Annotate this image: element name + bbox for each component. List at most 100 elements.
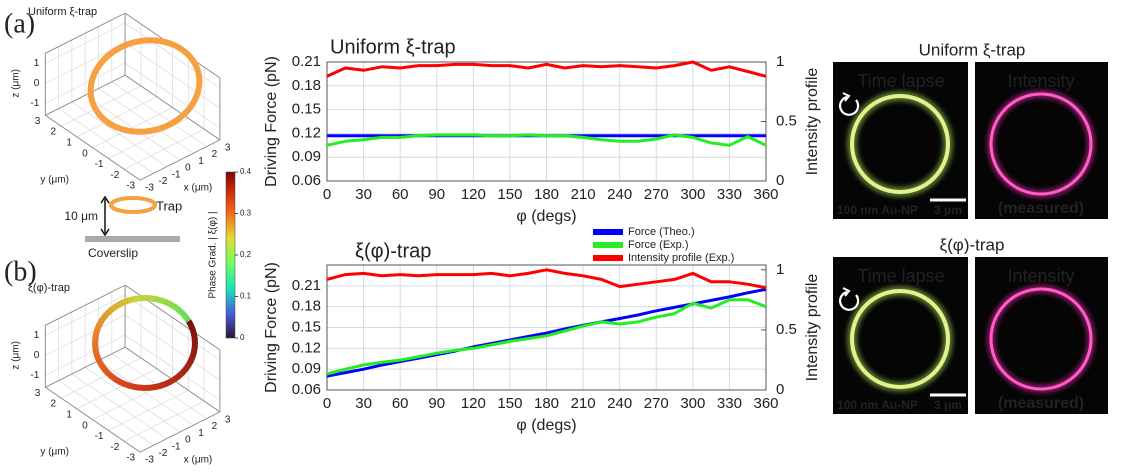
x-tick-label: 60 bbox=[392, 186, 409, 203]
arrow-heads bbox=[100, 195, 110, 237]
y-tick-label: 0.09 bbox=[292, 148, 321, 165]
grid-line bbox=[124, 400, 205, 442]
ring-segment bbox=[154, 296, 162, 304]
y-tick-label: 2 bbox=[51, 399, 57, 410]
x-tick-label: 0 bbox=[185, 435, 191, 446]
x-tick-label: 150 bbox=[497, 395, 522, 412]
x-tick-label: 360 bbox=[753, 186, 778, 203]
y-tick-label: -1 bbox=[95, 431, 104, 442]
x-tick-label: 90 bbox=[428, 395, 445, 412]
grid-line bbox=[45, 334, 126, 376]
ring-segment bbox=[187, 355, 196, 364]
ring-segment bbox=[114, 301, 123, 310]
box-edge bbox=[45, 386, 141, 453]
y-tick-label: -3 bbox=[126, 453, 135, 464]
y-axis-label: y (μm) bbox=[40, 446, 69, 457]
y-tick-label: 0 bbox=[82, 148, 88, 159]
box-edge bbox=[124, 74, 221, 141]
ring-segment bbox=[92, 346, 100, 353]
y-tick-label: -1 bbox=[95, 159, 104, 170]
y-axis-label: Driving Force (pN) bbox=[263, 262, 280, 393]
y2-tick-label: 0 bbox=[776, 381, 784, 398]
ring-segment bbox=[93, 350, 101, 358]
ring-segment bbox=[92, 332, 100, 339]
ring-segment bbox=[118, 298, 127, 307]
box-edge bbox=[45, 346, 126, 388]
series-line bbox=[326, 60, 767, 78]
z-axis-label: z (μm) bbox=[11, 341, 22, 370]
grid-line bbox=[76, 368, 157, 410]
plot-title: ξ(φ)-trap bbox=[28, 282, 70, 294]
ring-segment bbox=[153, 382, 162, 391]
x-tick-label: -3 bbox=[145, 455, 154, 466]
intensity-ring bbox=[989, 287, 1093, 391]
scale-label: 3 μm bbox=[934, 398, 962, 412]
z-tick-label: -1 bbox=[30, 370, 39, 381]
x-tick-label: 210 bbox=[571, 395, 596, 412]
y-tick-label: 1 bbox=[66, 138, 72, 149]
image-title: ξ(φ)-trap bbox=[940, 235, 1005, 254]
ring-segment bbox=[189, 328, 197, 336]
x-tick-label: 120 bbox=[461, 186, 486, 203]
rotation-icon bbox=[838, 95, 860, 116]
ring-segment bbox=[105, 306, 115, 316]
x-tick-label: -3 bbox=[145, 183, 154, 194]
particle-label: 100 nm Au-NP bbox=[837, 203, 918, 217]
y2-tick-label: 0.5 bbox=[776, 112, 797, 129]
ring-segment bbox=[190, 333, 198, 340]
x-tick-label: 1 bbox=[198, 428, 204, 439]
ring-segment bbox=[96, 318, 105, 327]
colorbar-tick-label: 0.2 bbox=[240, 250, 252, 259]
ring-segment bbox=[167, 376, 176, 385]
series-line bbox=[326, 133, 767, 147]
grid-line bbox=[124, 128, 205, 170]
x-tick-label: 240 bbox=[607, 186, 632, 203]
ring-segment bbox=[99, 314, 108, 323]
y-tick-label: 3 bbox=[35, 116, 41, 127]
panel-label: (a) bbox=[4, 8, 35, 39]
x-tick-label: 1 bbox=[198, 156, 204, 167]
note-label: (measured) bbox=[998, 395, 1084, 412]
box-edge bbox=[45, 74, 126, 116]
ring-segment bbox=[172, 374, 181, 383]
x-tick-label: 360 bbox=[753, 395, 778, 412]
ring-segment bbox=[176, 307, 185, 316]
image-label: Intensity bbox=[1007, 71, 1074, 91]
ring-segment bbox=[122, 380, 131, 389]
y-tick-label: 0.12 bbox=[292, 339, 321, 356]
x-tick-label: 330 bbox=[717, 186, 742, 203]
x-tick-label: 270 bbox=[644, 395, 669, 412]
plot-frame bbox=[326, 61, 767, 182]
y-axis-label: Driving Force (pN) bbox=[263, 56, 280, 187]
distance-label: 10 μm bbox=[64, 209, 98, 223]
y-tick-label: 0.18 bbox=[292, 298, 321, 315]
x-tick-label: 120 bbox=[461, 395, 486, 412]
ring-segment bbox=[179, 310, 189, 320]
y-tick-label: 1 bbox=[66, 410, 72, 421]
legend-swatch bbox=[593, 242, 623, 248]
x-axis-label: φ (degs) bbox=[516, 417, 576, 434]
grid-line bbox=[45, 294, 126, 336]
x-tick-label: -2 bbox=[158, 176, 167, 187]
colorbar bbox=[225, 171, 236, 339]
x-axis-label: x (μm) bbox=[184, 183, 213, 194]
ring-segment bbox=[149, 384, 156, 391]
grid-line bbox=[124, 294, 221, 361]
ring-segment bbox=[175, 370, 185, 380]
y2-tick-label: 1 bbox=[776, 261, 784, 278]
ring-segment bbox=[183, 314, 192, 323]
x-tick-label: 3 bbox=[225, 415, 231, 426]
y-tick-label: 0.06 bbox=[292, 172, 321, 189]
y-tick-label: 0.21 bbox=[292, 53, 321, 70]
z-tick-label: 1 bbox=[34, 330, 40, 341]
image-label: Time lapse bbox=[857, 266, 944, 286]
grid-line bbox=[45, 62, 126, 104]
trap-ring-3d bbox=[87, 37, 203, 135]
z-axis-label: z (μm) bbox=[11, 69, 22, 98]
y-tick-label: 0.18 bbox=[292, 77, 321, 94]
x-tick-label: 300 bbox=[680, 186, 705, 203]
grid-line bbox=[45, 22, 126, 64]
note-label: (measured) bbox=[998, 200, 1084, 217]
z-tick-label: -1 bbox=[30, 98, 39, 109]
image-label: Time lapse bbox=[857, 71, 944, 91]
